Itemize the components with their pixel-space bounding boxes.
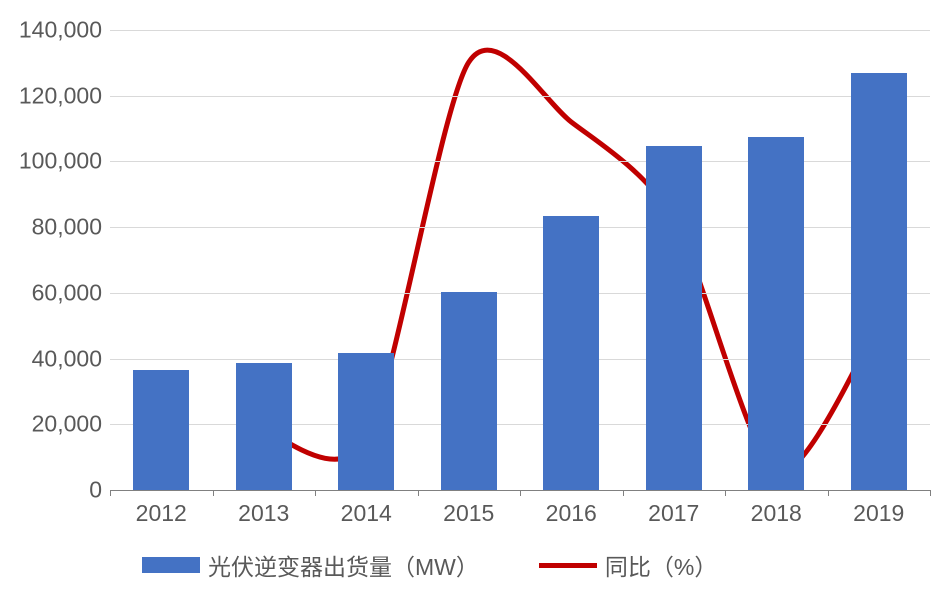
y-tick-label: 100,000 bbox=[19, 148, 110, 175]
grid-line bbox=[110, 227, 930, 228]
grid-line bbox=[110, 293, 930, 294]
x-tick-label: 2014 bbox=[341, 490, 392, 527]
grid-line bbox=[110, 161, 930, 162]
x-tick bbox=[725, 490, 726, 496]
x-tick bbox=[520, 490, 521, 496]
x-tick bbox=[623, 490, 624, 496]
legend-label: 同比（%） bbox=[605, 548, 717, 582]
x-tick bbox=[418, 490, 419, 496]
x-tick bbox=[110, 490, 111, 496]
bar bbox=[441, 292, 497, 490]
y-tick-label: 140,000 bbox=[19, 17, 110, 44]
bar bbox=[543, 216, 599, 490]
y-tick-label: 20,000 bbox=[32, 411, 110, 438]
line-series bbox=[110, 30, 930, 490]
legend-item: 同比（%） bbox=[539, 548, 717, 582]
y-tick-label: 120,000 bbox=[19, 82, 110, 109]
bar bbox=[748, 137, 804, 490]
y-tick-label: 40,000 bbox=[32, 345, 110, 372]
y-tick-label: 0 bbox=[89, 477, 110, 504]
legend-swatch-box bbox=[142, 557, 200, 573]
grid-line bbox=[110, 96, 930, 97]
legend: 光伏逆变器出货量（MW） 同比（%） bbox=[142, 548, 717, 582]
x-tick bbox=[930, 490, 931, 496]
grid-line bbox=[110, 424, 930, 425]
x-tick bbox=[213, 490, 214, 496]
bar bbox=[851, 73, 907, 490]
x-tick-label: 2015 bbox=[443, 490, 494, 527]
bar bbox=[646, 146, 702, 490]
x-tick-label: 2016 bbox=[546, 490, 597, 527]
x-tick-label: 2017 bbox=[648, 490, 699, 527]
x-tick-label: 2018 bbox=[751, 490, 802, 527]
x-tick-label: 2013 bbox=[238, 490, 289, 527]
x-tick bbox=[315, 490, 316, 496]
combo-chart: 0 20,000 40,000 60,000 80,000 100,000 120,000 1… bbox=[0, 0, 949, 605]
y-tick-label: 60,000 bbox=[32, 279, 110, 306]
y-tick-label: 80,000 bbox=[32, 214, 110, 241]
grid-line bbox=[110, 30, 930, 31]
bar bbox=[133, 370, 189, 490]
legend-label: 光伏逆变器出货量（MW） bbox=[208, 548, 479, 582]
x-tick-label: 2012 bbox=[136, 490, 187, 527]
legend-item: 光伏逆变器出货量（MW） bbox=[142, 548, 479, 582]
plot-area: 020,00040,00060,00080,000100,000120,0001… bbox=[110, 30, 930, 490]
bar bbox=[236, 363, 292, 490]
x-tick-label: 2019 bbox=[853, 490, 904, 527]
legend-swatch-line bbox=[539, 563, 597, 568]
grid-line bbox=[110, 359, 930, 360]
x-tick bbox=[828, 490, 829, 496]
bar bbox=[338, 353, 394, 490]
